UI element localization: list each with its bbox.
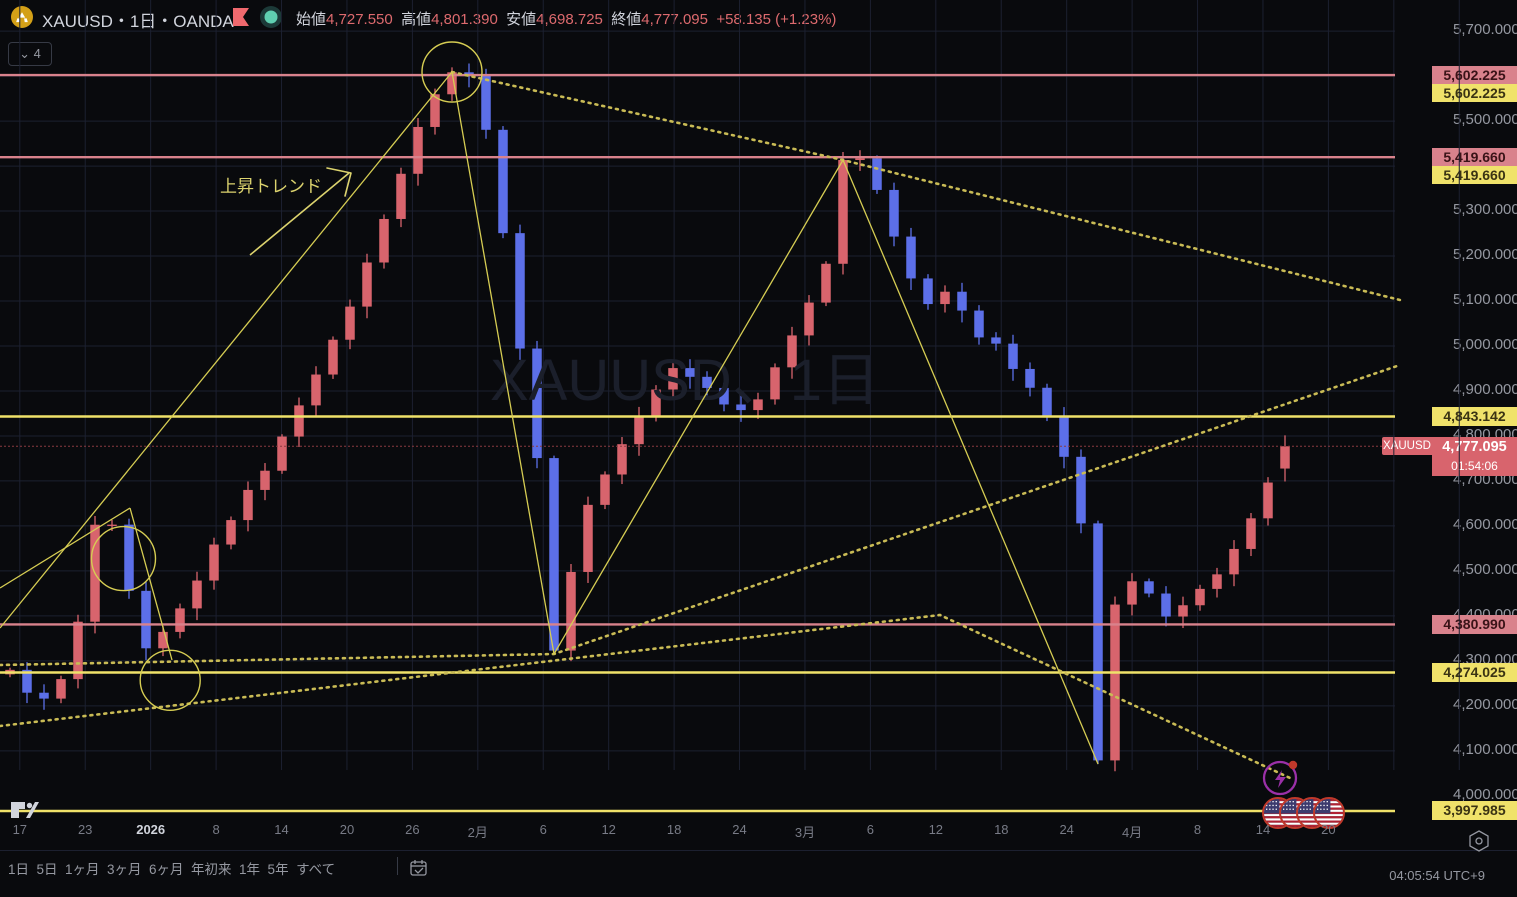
svg-text:XAUUSD、1日: XAUUSD、1日 <box>490 348 880 413</box>
svg-text:上昇トレンド: 上昇トレンド <box>220 177 322 196</box>
